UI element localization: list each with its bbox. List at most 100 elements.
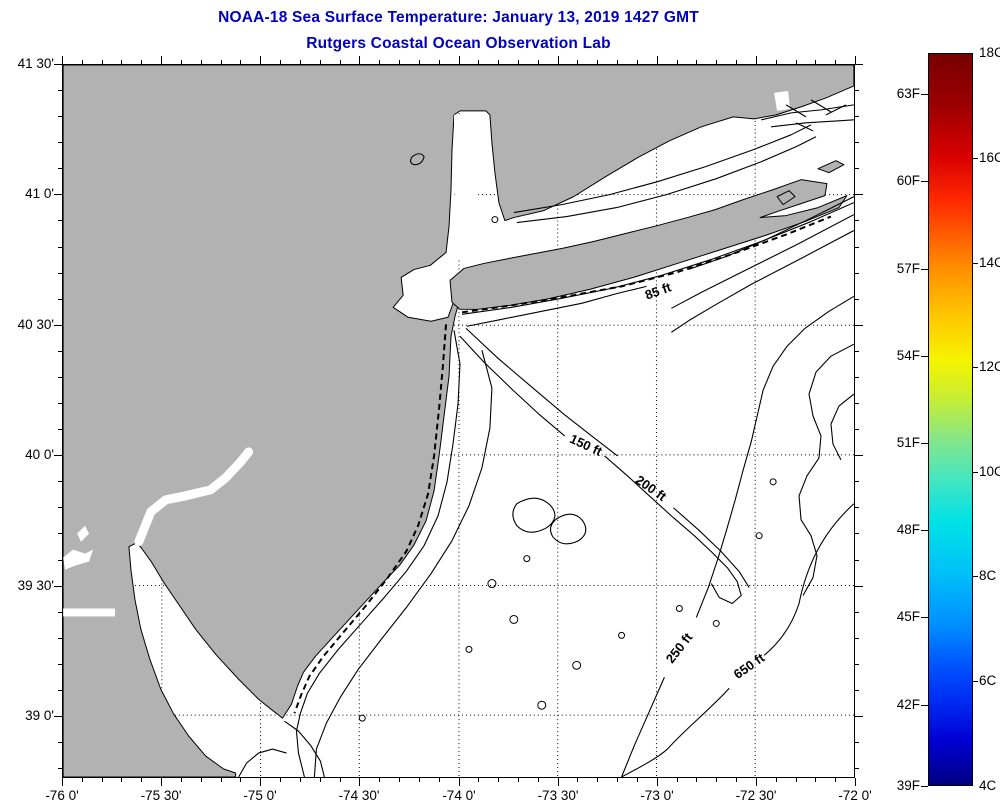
axis-tick [379, 60, 380, 64]
axis-tick [776, 778, 777, 782]
axis-tick [855, 403, 859, 404]
axis-tick [637, 60, 638, 64]
axis-tick [855, 742, 859, 743]
axis-tick [696, 778, 697, 782]
axis-tick [62, 778, 63, 786]
axis-tick [855, 168, 859, 169]
axis-tick [855, 90, 859, 91]
axis-tick [855, 273, 859, 274]
x-axis-tick-label: -76 0' [45, 788, 79, 803]
axis-tick [677, 60, 678, 64]
axis-tick [855, 377, 859, 378]
axis-tick [181, 60, 182, 64]
axis-tick [577, 60, 578, 64]
depth-contours [238, 99, 854, 777]
axis-tick [58, 377, 62, 378]
axis-tick [320, 778, 321, 782]
contour-ne-hatch [785, 99, 847, 132]
axis-tick [419, 778, 420, 782]
axis-tick [835, 778, 836, 782]
axis-tick [54, 64, 62, 65]
axis-tick [58, 299, 62, 300]
axis-tick [58, 612, 62, 613]
colorbar-fahrenheit-label: 63F [896, 86, 920, 101]
axis-tick [58, 690, 62, 691]
x-axis-tick-label: -74 0' [442, 788, 476, 803]
axis-tick [54, 586, 62, 587]
contour-250ft [621, 295, 854, 777]
axis-tick [855, 429, 859, 430]
land-long-island [449, 179, 848, 310]
axis-tick [58, 507, 62, 508]
axis-tick [58, 429, 62, 430]
axis-tick [54, 455, 62, 456]
colorbar-celsius-label: 16C [979, 150, 1000, 165]
contour-ne-b [771, 119, 854, 128]
axis-tick [597, 778, 598, 782]
colorbar-tick [921, 269, 928, 270]
axis-tick [855, 638, 859, 639]
axis-tick [58, 533, 62, 534]
axis-tick [141, 60, 142, 64]
axis-tick [161, 56, 162, 64]
x-axis-tick-label: -72 30' [735, 788, 777, 803]
colorbar-tick [921, 530, 928, 531]
axis-tick [201, 60, 202, 64]
axis-tick [518, 778, 519, 782]
colorbar-tick [921, 356, 928, 357]
colorbar-tick [973, 472, 978, 473]
axis-tick [855, 481, 859, 482]
axis-tick [716, 60, 717, 64]
contour-shelf-meander [798, 343, 854, 596]
map-title: NOAA-18 Sea Surface Temperature: January… [218, 9, 699, 26]
map-canvas [63, 65, 854, 777]
axis-tick [379, 778, 380, 782]
colorbar-celsius-label: 4C [979, 778, 997, 793]
axis-tick [240, 778, 241, 782]
axis-tick [82, 60, 83, 64]
contour-capemay [284, 720, 325, 777]
axis-tick [855, 325, 863, 326]
axis-tick [855, 586, 863, 587]
land-mainland [63, 65, 854, 777]
colorbar-tick [921, 617, 928, 618]
colorbar [928, 53, 973, 786]
y-axis-tick-label: 41 0' [25, 186, 54, 201]
axis-tick [478, 778, 479, 782]
chesapeake-inlet [63, 549, 94, 570]
colorbar-fahrenheit-label: 42F [896, 697, 920, 712]
axis-tick [102, 778, 103, 782]
axis-tick [855, 690, 859, 691]
barrier-nj [293, 324, 448, 714]
axis-tick [855, 116, 859, 117]
axis-tick [201, 778, 202, 782]
axis-tick [756, 778, 757, 786]
axis-tick [855, 351, 859, 352]
axis-tick [58, 403, 62, 404]
colorbar-tick [973, 576, 978, 577]
axis-tick [240, 60, 241, 64]
axis-tick [855, 247, 859, 248]
axis-tick [657, 56, 658, 64]
contour-block-sound-a [671, 214, 854, 309]
axis-tick [855, 507, 859, 508]
axis-tick [340, 778, 341, 782]
axis-tick [58, 481, 62, 482]
axis-tick [399, 60, 400, 64]
colorbar-fahrenheit-label: 48F [896, 522, 920, 537]
land-masses [63, 65, 854, 777]
axis-tick [54, 194, 62, 195]
colorbar-tick [921, 181, 928, 182]
axis-tick [54, 716, 62, 717]
axis-tick [260, 778, 261, 786]
axis-tick [855, 220, 859, 221]
axis-tick [320, 60, 321, 64]
axis-tick [577, 778, 578, 782]
axis-tick [260, 56, 261, 64]
axis-tick [58, 742, 62, 743]
chesapeake-strip [63, 608, 115, 617]
delaware-river [134, 447, 254, 547]
colorbar-fahrenheit-label: 60F [896, 173, 920, 188]
axis-tick [102, 60, 103, 64]
colorbar-fahrenheit-label: 45F [896, 609, 920, 624]
